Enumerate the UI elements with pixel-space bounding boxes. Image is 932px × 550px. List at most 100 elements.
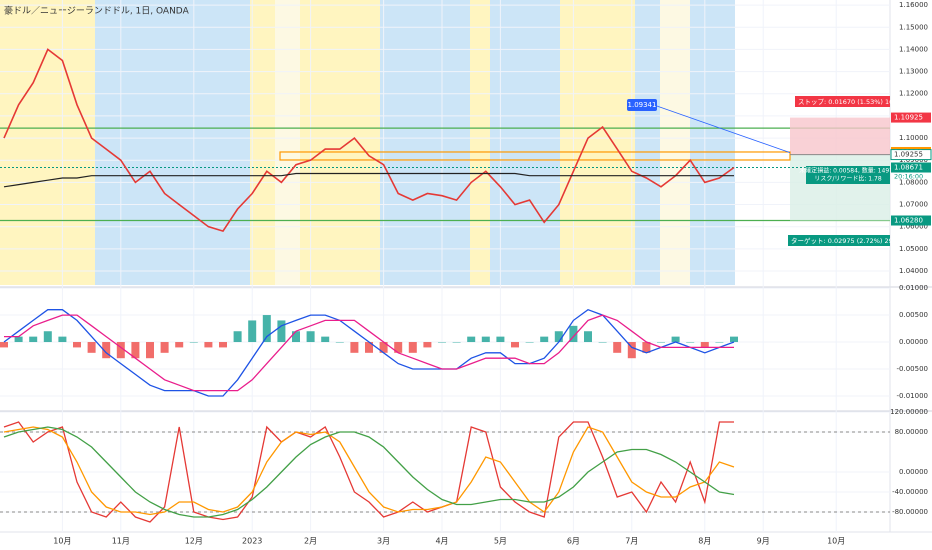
histogram-bar <box>321 336 330 343</box>
histogram-bar <box>657 342 665 343</box>
histogram-bar <box>379 342 388 353</box>
x-tick-label: 2023 <box>242 537 262 546</box>
histogram-bar <box>598 342 607 343</box>
histogram-bar <box>14 336 23 343</box>
y-tick-label: 1.07000 <box>899 201 928 209</box>
histogram-bar <box>233 331 242 343</box>
shade <box>690 0 735 285</box>
series-line <box>3 421 734 523</box>
histogram-bar <box>511 342 519 348</box>
pnl-label-box <box>806 166 890 184</box>
shade <box>250 0 275 285</box>
shade <box>275 0 300 285</box>
x-tick-label: 12月 <box>185 537 203 546</box>
y-tick-label: 0.01000 <box>899 284 928 292</box>
y-tick-label: 1.05000 <box>899 245 928 253</box>
y-tick-label: 1.10000 <box>899 134 928 142</box>
histogram-bar <box>554 331 563 343</box>
histogram-bar <box>452 342 461 343</box>
series-line <box>3 48 735 233</box>
histogram-bar <box>146 342 154 359</box>
histogram-bar <box>131 342 140 359</box>
chart-title: 豪ドル／ニュージーランドドル, 1日, OANDA <box>4 5 190 17</box>
y-tick-label: 0.00000 <box>899 468 928 476</box>
series-line <box>4 314 734 392</box>
x-tick-label: 3月 <box>377 537 390 546</box>
y-tick-label: 1.14000 <box>899 45 928 53</box>
histogram-bar <box>481 336 490 343</box>
x-tick-label: 10月 <box>827 537 845 546</box>
histogram-bar <box>29 336 38 343</box>
histogram-bar <box>438 342 446 343</box>
y-tick-label: 80.00000 <box>895 428 928 436</box>
histogram-bar <box>627 342 636 359</box>
stop-label: ストップ: 0.01670 (1.53%) 167.0, 金額: <box>798 97 923 106</box>
series-line <box>3 426 735 518</box>
histogram-bar <box>700 342 709 348</box>
histogram-bar <box>292 331 300 343</box>
histogram-bar <box>350 342 359 353</box>
histogram-bar <box>277 320 286 343</box>
y-tick-label: 1.09000 <box>899 156 928 164</box>
y-tick-label: 1.12000 <box>899 90 928 98</box>
x-tick-label: 8月 <box>698 537 711 546</box>
y-tick-label: 1.08000 <box>899 178 928 186</box>
histogram-bar <box>613 342 622 353</box>
price-label: 1.08671 <box>894 164 923 172</box>
histogram-bar <box>671 336 680 343</box>
callout-arrow <box>653 104 791 154</box>
shade <box>300 0 380 285</box>
y-tick-label: 1.13000 <box>899 68 928 76</box>
histogram-bar <box>584 331 592 343</box>
x-tick-label: 7月 <box>625 537 638 546</box>
x-tick-label: 11月 <box>112 537 130 546</box>
histogram-bar <box>262 315 271 343</box>
histogram-bar <box>525 342 534 343</box>
shade <box>635 0 660 285</box>
histogram-bar <box>467 336 476 343</box>
range-box <box>279 151 791 161</box>
y-tick-label: -80.00000 <box>892 508 928 516</box>
x-tick-label: 4月 <box>435 537 448 546</box>
histogram-bar <box>248 320 257 343</box>
shade <box>490 0 560 285</box>
histogram-bar <box>0 342 8 348</box>
price-label: 1.10925 <box>894 114 923 122</box>
y-tick-label: 1.04000 <box>899 267 928 275</box>
target-label: ターゲット: 0.02975 (2.72%) 297.5, 金額: 1 <box>791 236 929 245</box>
target-label-box <box>788 235 890 246</box>
price-label-box <box>891 162 931 173</box>
x-tick-label: 9月 <box>757 537 770 546</box>
stop-label-box <box>795 96 890 107</box>
histogram-bar <box>43 331 52 343</box>
session-shading <box>0 0 735 285</box>
shade <box>560 0 635 285</box>
pnl-label: 未確定損益: 0.00584, 数量: 14970 <box>799 167 897 175</box>
histogram-bar <box>204 342 213 348</box>
histogram-bar <box>175 342 184 348</box>
price-label: 1.06280 <box>894 217 923 225</box>
histogram-bar <box>102 342 111 359</box>
y-tick-label: 0.00500 <box>899 311 928 319</box>
histogram-bar <box>423 342 432 348</box>
histogram-bar <box>58 336 67 343</box>
x-tick-label: 10月 <box>53 537 71 546</box>
timer: 20:16:00 <box>894 173 923 181</box>
callout-label: 1.09341 <box>628 101 657 109</box>
shade <box>660 0 690 285</box>
histogram-bar <box>730 336 738 343</box>
histogram-bar <box>335 342 344 343</box>
histogram-bar <box>642 342 651 353</box>
y-tick-label: 1.16000 <box>899 1 928 9</box>
y-tick-label: -0.01000 <box>897 392 928 400</box>
histogram-bar <box>306 331 315 343</box>
y-tick-label: -40.00000 <box>892 488 928 496</box>
price-label-box <box>890 149 932 161</box>
y-tick-label: -0.00500 <box>897 365 928 373</box>
price-label-box <box>891 215 931 226</box>
series-line <box>3 308 735 397</box>
x-tick-label: 2月 <box>304 537 317 546</box>
x-tick-label: 5月 <box>494 537 507 546</box>
shade <box>0 0 95 285</box>
